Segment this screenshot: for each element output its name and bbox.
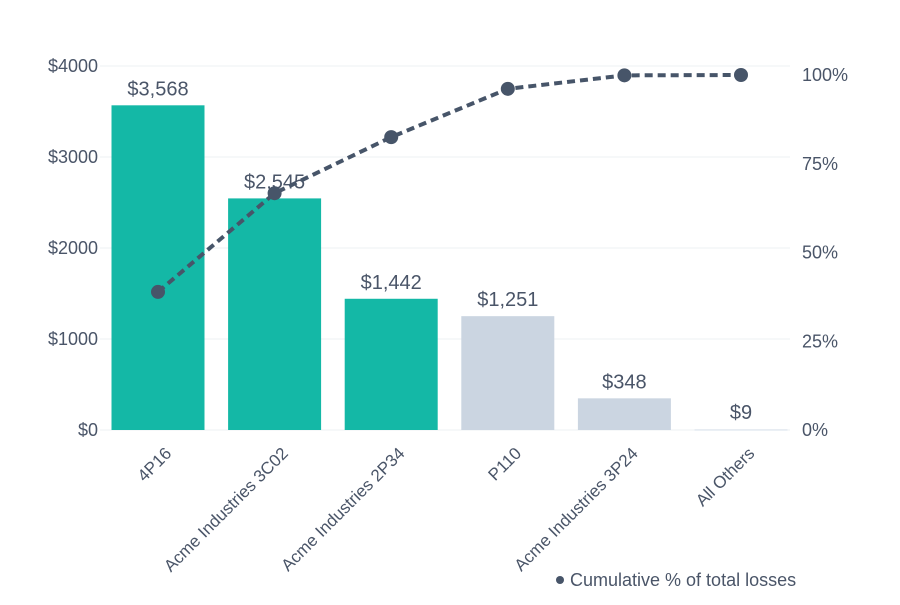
x-tick-label: 4P16 bbox=[134, 444, 176, 486]
left-tick-label: $4000 bbox=[48, 56, 98, 76]
right-tick-label: 25% bbox=[802, 331, 838, 351]
bar bbox=[694, 429, 788, 431]
left-axis: $0 $1000 $2000 $3000 $4000 bbox=[48, 56, 98, 440]
bar-value-label: $9 bbox=[730, 402, 752, 424]
x-tick-label: All Others bbox=[692, 444, 758, 510]
legend-marker bbox=[556, 576, 564, 584]
legend[interactable]: Cumulative % of total losses bbox=[556, 570, 796, 590]
bar-value-label: $1,442 bbox=[361, 272, 422, 294]
cumulative-point bbox=[500, 81, 515, 96]
left-tick-label: $0 bbox=[78, 420, 98, 440]
bar bbox=[461, 316, 555, 430]
cumulative-line bbox=[151, 68, 748, 299]
cumulative-point bbox=[267, 186, 282, 201]
cumulative-point bbox=[617, 68, 632, 83]
right-tick-label: 75% bbox=[802, 154, 838, 174]
bar-value-label: $3,568 bbox=[127, 78, 188, 100]
right-tick-label: 100% bbox=[802, 65, 848, 85]
cumulative-point bbox=[151, 284, 165, 299]
right-tick-label: 50% bbox=[802, 243, 838, 263]
left-tick-label: $1000 bbox=[48, 329, 98, 349]
legend-label: Cumulative % of total losses bbox=[570, 570, 796, 590]
bars: $3,568 $2,545 $1,442 $1,251 $348 $9 bbox=[111, 78, 788, 431]
right-tick-label: 0% bbox=[802, 420, 828, 440]
cumulative-point bbox=[734, 68, 748, 82]
bar bbox=[228, 198, 322, 430]
x-tick-label: Acme Industries 2P34 bbox=[277, 444, 408, 575]
bar bbox=[344, 298, 438, 430]
x-tick-label: Acme Industries 3C02 bbox=[160, 444, 292, 576]
bar-value-label: $1,251 bbox=[477, 289, 538, 311]
bar bbox=[577, 398, 671, 430]
cumulative-line-path bbox=[156, 73, 742, 294]
x-tick-label: Acme Industries 3P24 bbox=[511, 444, 642, 575]
left-tick-label: $3000 bbox=[48, 147, 98, 167]
cumulative-point bbox=[384, 130, 399, 145]
left-tick-label: $2000 bbox=[48, 238, 98, 258]
gridlines bbox=[100, 65, 790, 431]
bar-value-label: $348 bbox=[602, 371, 647, 393]
right-axis: 0% 25% 50% 75% 100% bbox=[802, 65, 848, 440]
bar-value-label: $2,545 bbox=[244, 171, 305, 193]
bar bbox=[111, 105, 205, 430]
x-tick-label: P110 bbox=[484, 444, 525, 485]
